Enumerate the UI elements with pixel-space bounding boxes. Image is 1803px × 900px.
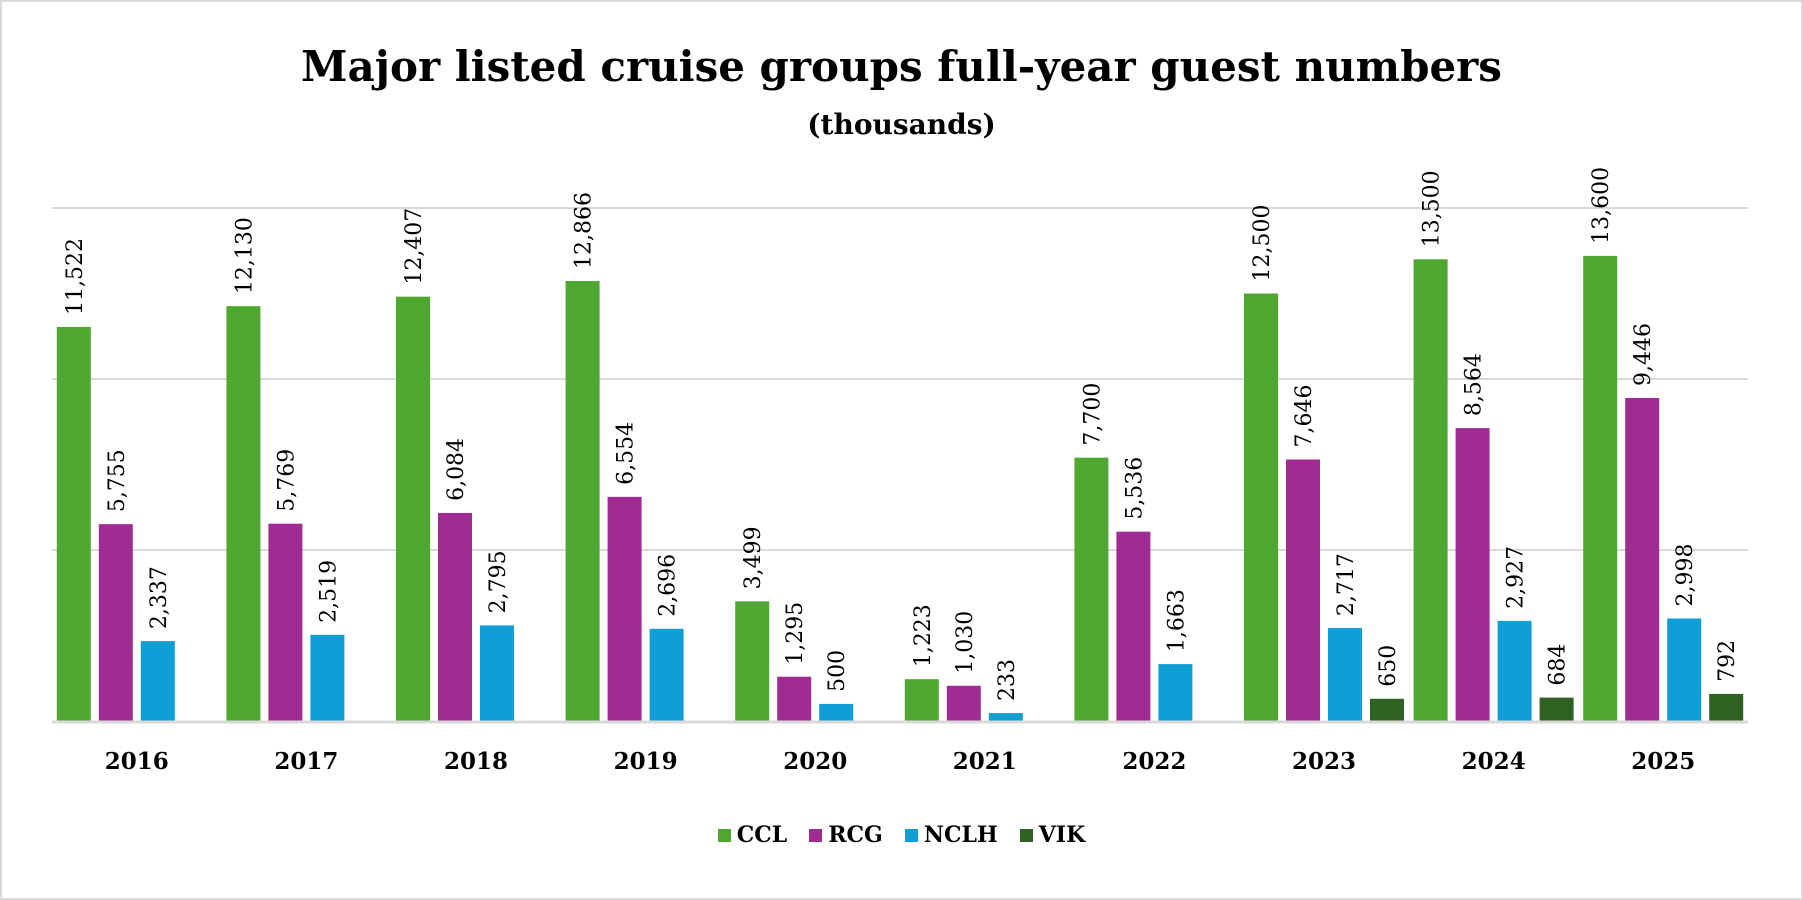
x-tick-label: 2017 xyxy=(274,748,338,775)
data-label: 5,769 xyxy=(274,449,299,512)
bar-nclh-2017 xyxy=(310,634,345,721)
bar-ccl-2020 xyxy=(735,601,770,721)
bar-ccl-2021 xyxy=(904,679,939,721)
bar-nclh-2021 xyxy=(988,713,1023,721)
bar-ccl-2018 xyxy=(396,296,430,721)
x-tick-label: 2016 xyxy=(105,748,169,775)
x-tick-label: 2019 xyxy=(614,748,678,775)
data-label: 9,446 xyxy=(1631,323,1656,386)
bar-vik-2023 xyxy=(1370,698,1404,721)
data-label: 7,700 xyxy=(1080,383,1105,446)
bar-rcg-2019 xyxy=(607,496,642,721)
data-label: 650 xyxy=(1376,645,1401,687)
data-label: 2,717 xyxy=(1334,553,1359,616)
legend-label: RCG xyxy=(828,822,883,848)
data-label: 6,084 xyxy=(444,438,469,501)
data-label: 6,554 xyxy=(614,422,639,485)
legend-item-nclh: NCLH xyxy=(904,822,998,848)
bar-rcg-2016 xyxy=(98,524,133,721)
data-label: 7,646 xyxy=(1292,385,1317,448)
bar-rcg-2025 xyxy=(1625,397,1660,721)
x-tick-label: 2021 xyxy=(953,748,1017,775)
bar-rcg-2023 xyxy=(1286,459,1320,721)
x-tick-label: 2022 xyxy=(1122,748,1186,775)
legend-label: CCL xyxy=(736,822,788,848)
bar-nclh-2025 xyxy=(1667,618,1702,721)
data-label: 12,407 xyxy=(402,208,427,285)
bar-nclh-2023 xyxy=(1328,628,1362,721)
data-label: 1,663 xyxy=(1164,589,1189,652)
bar-ccl-2025 xyxy=(1583,255,1618,721)
x-tick-label: 2024 xyxy=(1462,748,1526,775)
legend-label: VIK xyxy=(1038,822,1086,848)
x-tick-label: 2020 xyxy=(783,748,847,775)
bar-rcg-2020 xyxy=(777,676,812,721)
data-label: 792 xyxy=(1715,640,1740,682)
legend-item-vik: VIK xyxy=(1019,822,1086,848)
chart-subtitle: (thousands) xyxy=(807,108,996,141)
bar-ccl-2023 xyxy=(1244,293,1278,721)
bar-ccl-2022 xyxy=(1074,457,1109,721)
data-label: 5,755 xyxy=(105,449,130,512)
legend-swatch xyxy=(1019,828,1033,842)
data-label: 1,223 xyxy=(911,604,936,667)
bar-rcg-2024 xyxy=(1455,428,1490,721)
legend-swatch xyxy=(904,828,918,842)
bar-ccl-2024 xyxy=(1413,259,1448,721)
bar-vik-2024 xyxy=(1539,697,1574,721)
data-label: 1,030 xyxy=(953,611,978,674)
data-label: 12,500 xyxy=(1250,205,1275,282)
x-tick-label: 2023 xyxy=(1292,748,1356,775)
chart-title: Major listed cruise groups full-year gue… xyxy=(301,42,1502,91)
legend-swatch xyxy=(809,828,823,842)
legend-item-ccl: CCL xyxy=(717,822,788,848)
bar-nclh-2019 xyxy=(649,628,684,721)
bar-nclh-2020 xyxy=(819,703,854,721)
data-label: 500 xyxy=(825,650,850,692)
data-label: 2,927 xyxy=(1504,546,1529,609)
bar-ccl-2017 xyxy=(226,306,261,721)
x-tick-label: 2018 xyxy=(444,748,508,775)
legend-swatch xyxy=(717,828,731,842)
data-label: 2,519 xyxy=(316,560,341,623)
data-label: 13,600 xyxy=(1589,167,1614,244)
data-label: 684 xyxy=(1546,644,1571,686)
data-label: 233 xyxy=(995,659,1020,701)
data-label: 1,295 xyxy=(783,602,808,665)
data-label: 2,795 xyxy=(486,550,511,613)
data-label: 12,130 xyxy=(232,217,257,294)
bar-vik-2025 xyxy=(1709,693,1744,721)
bar-nclh-2018 xyxy=(480,625,514,721)
data-label: 2,696 xyxy=(656,554,681,617)
data-label: 5,536 xyxy=(1122,457,1147,520)
data-label: 12,866 xyxy=(572,192,597,269)
bar-rcg-2022 xyxy=(1116,531,1151,721)
data-label: 3,499 xyxy=(741,526,766,589)
bar-ccl-2019 xyxy=(565,280,600,721)
bar-rcg-2021 xyxy=(946,685,981,721)
bar-nclh-2024 xyxy=(1497,620,1532,721)
bar-rcg-2017 xyxy=(268,523,303,721)
bar-rcg-2018 xyxy=(438,512,472,721)
x-tick-label: 2025 xyxy=(1631,748,1695,775)
data-label: 2,998 xyxy=(1673,543,1698,606)
data-label: 8,564 xyxy=(1462,353,1487,416)
data-label: 13,500 xyxy=(1420,170,1445,247)
bar-nclh-2016 xyxy=(140,641,175,721)
bar-ccl-2016 xyxy=(56,326,91,721)
data-label: 2,337 xyxy=(147,566,172,629)
legend: CCL RCG NCLH VIK xyxy=(0,822,1803,848)
data-label: 11,522 xyxy=(63,238,88,315)
legend-item-rcg: RCG xyxy=(809,822,883,848)
legend-label: NCLH xyxy=(923,822,998,848)
bar-nclh-2022 xyxy=(1158,664,1193,721)
